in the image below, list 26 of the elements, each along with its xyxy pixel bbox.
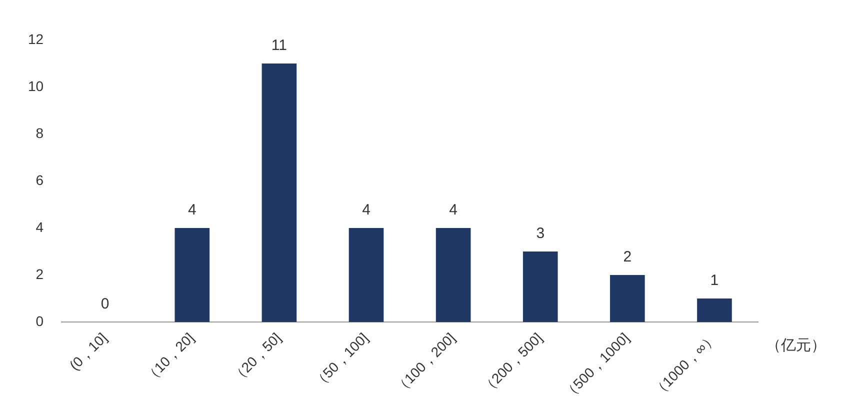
data-label: 4 xyxy=(188,202,196,219)
x-tick-label: （20，50] xyxy=(228,330,284,386)
data-label: 2 xyxy=(623,248,632,266)
data-label: 0 xyxy=(100,296,110,313)
x-tick-label: (0，10] xyxy=(66,330,110,374)
data-label: 11 xyxy=(271,37,287,54)
data-label: 3 xyxy=(536,225,545,242)
x-axis-title: （亿元） xyxy=(766,337,826,354)
data-label: 1 xyxy=(710,272,719,290)
y-tick-label: 2 xyxy=(36,266,44,282)
bar xyxy=(610,275,645,322)
data-label: 4 xyxy=(449,202,458,219)
y-tick-label: 6 xyxy=(36,172,44,188)
bar xyxy=(436,228,471,322)
bar xyxy=(174,228,210,322)
y-tick-label: 4 xyxy=(36,218,44,235)
bar xyxy=(348,228,384,322)
y-tick-label: 0 xyxy=(36,312,44,329)
y-tick-label: 12 xyxy=(28,30,44,47)
y-tick-label: 8 xyxy=(36,124,44,141)
x-tick-label: （10，20] xyxy=(141,330,198,386)
bar xyxy=(697,298,732,322)
data-label: 4 xyxy=(362,202,370,219)
bar xyxy=(522,252,558,322)
y-tick-label: 10 xyxy=(28,78,44,94)
bar xyxy=(262,64,297,322)
